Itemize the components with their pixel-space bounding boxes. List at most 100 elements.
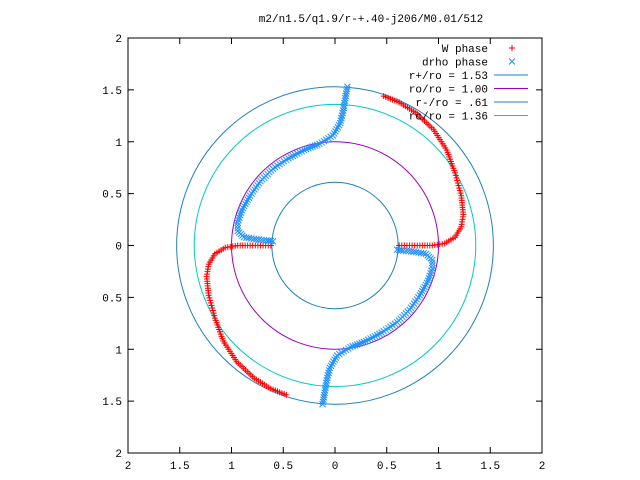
drho-phase-point-b [242,200,249,208]
legend-label: ro/ro = 1.00 [409,85,488,97]
drho-phase-point-b [320,394,328,401]
circle-r0_61 [271,181,399,310]
drho-phase-point [322,379,330,387]
w-phase-point [209,307,216,314]
drho-phase-point-b [269,237,277,245]
w-phase-point [454,177,461,184]
drho-phase-point-b [422,281,430,289]
drho-phase-point [240,202,248,210]
drho-phase-point [420,285,427,293]
drho-phase-point [323,377,331,384]
circle-r1 [231,141,439,350]
drho-phase-point [393,246,401,254]
drho-phase-point [269,237,277,245]
drho-phase-point-b [341,99,348,107]
axis-ticks: 2 1.5 1 0.5 0 0.5 1 1.5 221.510.500.511.52 [102,34,545,473]
drho-phase-point-b [305,144,312,152]
w-phase-point [456,185,463,192]
drho-phase-point-b [343,87,350,95]
y-tick-label: 1 [115,138,122,150]
drho-phase-point [360,338,368,346]
drho-phase-point [349,342,357,350]
drho-phase-point-b [341,97,349,105]
drho-phase-point [245,194,253,202]
drho-phase-point-b [322,384,329,392]
y-tick-label: 0.5 [102,293,122,305]
w-phase-point [210,310,217,317]
drho-phase-point-b [336,119,344,127]
drho-phase-point [340,104,348,112]
drho-phase-point [234,219,242,227]
y-tick-label: 0.5 [102,190,122,202]
drho-phase-point-b [234,224,242,232]
drho-phase-point-b [351,342,359,349]
w-phase-point [211,312,218,319]
drho-phase-point-b [334,123,342,131]
drho-phase-point-b [421,283,428,291]
w-phase-point [452,172,459,179]
drho-phase-point [338,112,346,119]
drho-phase-point-b [417,289,425,297]
w-phase-point [206,294,213,301]
drho-phase-point-b [338,112,346,119]
drho-phase-point [356,340,363,347]
drho-phase-point-b [319,400,326,408]
drho-phase-point [244,196,252,204]
drho-phase-point [239,204,247,212]
y-tick-label: 0 [115,242,122,254]
drho-phase-point [428,259,436,267]
x-tick-label: 0.5 [273,461,293,473]
drho-phase-point-b [344,83,351,91]
drho-phase-point [234,224,242,232]
drho-phase-point [334,123,342,131]
y-tick-label: 2 [115,449,122,461]
drho-phase-point-b [338,114,345,122]
y-tick-label: 1 [115,345,122,357]
drho-phase-point-b [428,259,436,267]
w-phase-point [208,302,215,309]
drho-phase-point [428,264,436,272]
drho-phase-point-b [327,362,335,370]
legend-marker [509,45,515,51]
drho-phase-point [325,367,333,374]
drho-phase-point-b [326,364,334,372]
w-phase-point [452,169,459,176]
reference-circles [176,86,494,405]
drho-phase-point [418,287,426,295]
drho-phase-point-b [340,102,348,109]
chart-title: m2/n1.5/q1.9/r-+.40-j206/M0.01/512 [259,14,483,26]
drho-phase-point [302,145,310,153]
x-tick-label: 1.5 [480,461,500,473]
drho-phase-point [423,279,431,287]
drho-phase-point-b [339,109,347,117]
x-tick-label: 2 [539,461,546,473]
x-tick-label: 0 [332,461,339,473]
y-tick-label: 1.5 [102,86,122,98]
legend-marker-b [508,58,516,65]
drho-phase-point [311,142,319,149]
legend-label: W phase [442,44,488,56]
w-phase-point [454,180,461,187]
w-phase-point [207,299,214,306]
y-tick-label: 2 [115,34,122,46]
drho-phase-point [417,289,425,297]
drho-phase-point [331,356,339,363]
drho-phase-point [234,222,242,229]
drho-phase-point-b [240,202,248,210]
drho-phase-point-b [360,338,368,346]
drho-phase-point-b [311,142,319,149]
drho-phase-point-b [333,125,340,133]
drho-phase-point-b [316,140,323,148]
drho-phase-point-b [244,196,252,204]
w-phase-point [211,315,218,322]
legend-label: r+/ro = 1.53 [409,71,488,83]
drho-phase-point-b [423,279,431,287]
drho-phase-point [246,192,254,200]
drho-phase-point-b [418,287,426,295]
w-phase-point [453,174,460,181]
drho-phase-point [313,141,321,149]
drho-phase-point-b [323,377,331,384]
drho-phase-point-b [420,285,427,293]
w-phase-point [455,182,462,189]
